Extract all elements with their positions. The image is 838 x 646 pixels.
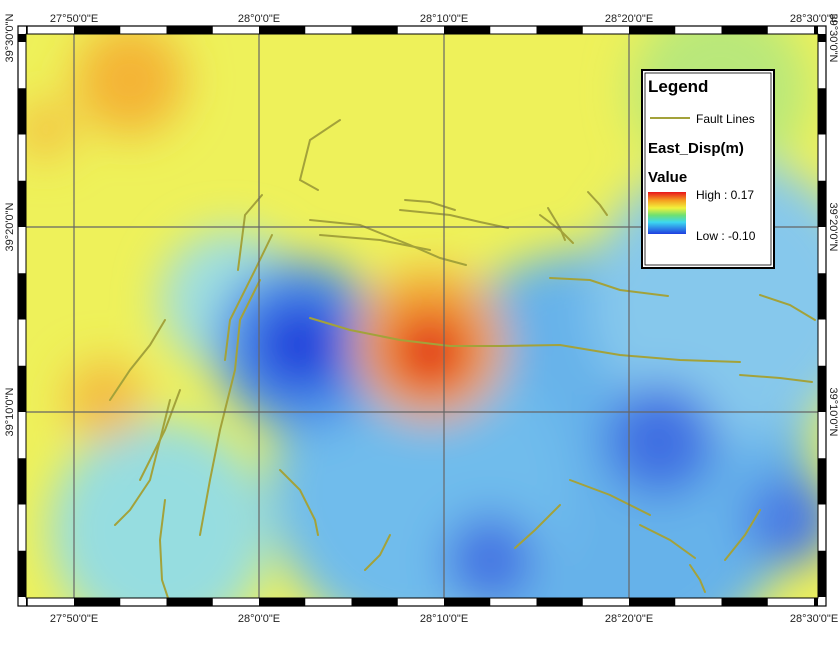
lat-label: 39°10'0"N bbox=[827, 388, 838, 437]
fault-line bbox=[364, 534, 391, 571]
lon-label: 27°50'0"E bbox=[50, 13, 98, 25]
lon-label: 28°0'0"E bbox=[238, 613, 280, 625]
lon-label: 28°10'0"E bbox=[420, 613, 468, 625]
fault-line bbox=[158, 499, 169, 598]
layer-name: East_Disp(m) bbox=[648, 140, 744, 157]
raster-patch bbox=[445, 515, 535, 598]
fault-line bbox=[549, 277, 669, 297]
raster-patch bbox=[745, 475, 818, 565]
border-tick bbox=[629, 26, 676, 34]
low-label: Low : -0.10 bbox=[696, 229, 756, 243]
lat-label: 39°10'0"N bbox=[4, 387, 16, 436]
legend-title: Legend bbox=[648, 77, 708, 96]
border-tick bbox=[18, 88, 26, 135]
border-tick bbox=[166, 26, 213, 34]
map-shape bbox=[26, 34, 818, 598]
fault-line bbox=[639, 524, 696, 559]
border-tick bbox=[18, 458, 26, 505]
border-tick bbox=[26, 598, 28, 606]
lon-label: 28°20'0"E bbox=[605, 13, 653, 25]
border-tick bbox=[259, 26, 306, 34]
border-tick bbox=[818, 88, 826, 135]
raster-patch bbox=[65, 360, 145, 440]
border-tick bbox=[818, 34, 826, 42]
lon-label: 28°0'0"E bbox=[238, 13, 280, 25]
border-tick bbox=[818, 273, 826, 320]
border-tick bbox=[444, 26, 491, 34]
legend-item: Fault Lines bbox=[696, 112, 755, 126]
border-tick bbox=[444, 598, 491, 606]
lon-label: 28°10'0"E bbox=[420, 13, 468, 25]
fault-line bbox=[237, 194, 263, 271]
border-tick bbox=[818, 550, 826, 597]
map-shape bbox=[644, 72, 772, 266]
fault-line bbox=[689, 564, 706, 593]
lat-label: 39°20'0"N bbox=[827, 203, 838, 252]
border-tick bbox=[818, 458, 826, 505]
high-label: High : 0.17 bbox=[696, 188, 754, 202]
border-tick bbox=[74, 26, 121, 34]
border-tick bbox=[629, 598, 676, 606]
lon-label: 28°30'0"E bbox=[790, 13, 838, 25]
border-tick bbox=[351, 26, 398, 34]
neatline bbox=[17, 25, 827, 607]
color-ramp bbox=[648, 192, 686, 234]
border-tick bbox=[814, 598, 818, 606]
border-tick bbox=[74, 598, 121, 606]
raster-patch bbox=[605, 385, 715, 495]
border-tick bbox=[536, 26, 583, 34]
fault-line bbox=[759, 294, 816, 321]
fault-line bbox=[547, 207, 566, 241]
border-tick bbox=[18, 180, 26, 227]
field-name: Value bbox=[648, 169, 687, 186]
raster-patch bbox=[50, 420, 270, 598]
raster-patch bbox=[75, 34, 185, 135]
border-tick bbox=[351, 598, 398, 606]
lat-label: 39°30'0"N bbox=[827, 14, 838, 63]
border-tick bbox=[818, 365, 826, 412]
fault-line bbox=[587, 191, 608, 216]
raster-patch bbox=[255, 300, 345, 390]
fault-line bbox=[309, 317, 741, 363]
border-tick bbox=[721, 598, 768, 606]
fault-line bbox=[298, 119, 341, 191]
lat-label: 39°30'0"N bbox=[4, 13, 16, 62]
border-tick bbox=[18, 273, 26, 320]
lat-label: 39°20'0"N bbox=[4, 202, 16, 251]
fault-line bbox=[279, 469, 319, 536]
fault-line bbox=[399, 209, 509, 229]
border-tick bbox=[536, 598, 583, 606]
border-tick bbox=[26, 26, 28, 34]
fault-line bbox=[569, 479, 651, 516]
border-tick bbox=[259, 598, 306, 606]
lon-label: 28°30'0"E bbox=[790, 613, 838, 625]
fault-lines bbox=[109, 119, 816, 598]
fault-line bbox=[739, 374, 813, 383]
lon-label: 27°50'0"E bbox=[50, 613, 98, 625]
fault-line bbox=[224, 234, 273, 361]
fault-line bbox=[114, 399, 171, 526]
fault-line bbox=[109, 319, 166, 401]
fault-line bbox=[199, 279, 261, 536]
raster-patch bbox=[390, 312, 470, 392]
border-tick bbox=[721, 26, 768, 34]
lon-label: 28°20'0"E bbox=[605, 613, 653, 625]
border-tick bbox=[18, 365, 26, 412]
border-tick bbox=[818, 180, 826, 227]
border-tick bbox=[814, 26, 818, 34]
map-shape bbox=[641, 69, 775, 269]
border-tick bbox=[18, 34, 26, 42]
fault-line bbox=[724, 509, 761, 561]
border-tick bbox=[18, 550, 26, 597]
fault-line bbox=[514, 504, 561, 549]
raster-patch bbox=[26, 102, 73, 158]
fault-line bbox=[139, 389, 181, 481]
legend: Legend Fault Lines East_Disp(m) Value Hi… bbox=[641, 69, 775, 269]
fault-line bbox=[404, 199, 456, 211]
border-tick bbox=[166, 598, 213, 606]
fault-line bbox=[319, 234, 431, 251]
